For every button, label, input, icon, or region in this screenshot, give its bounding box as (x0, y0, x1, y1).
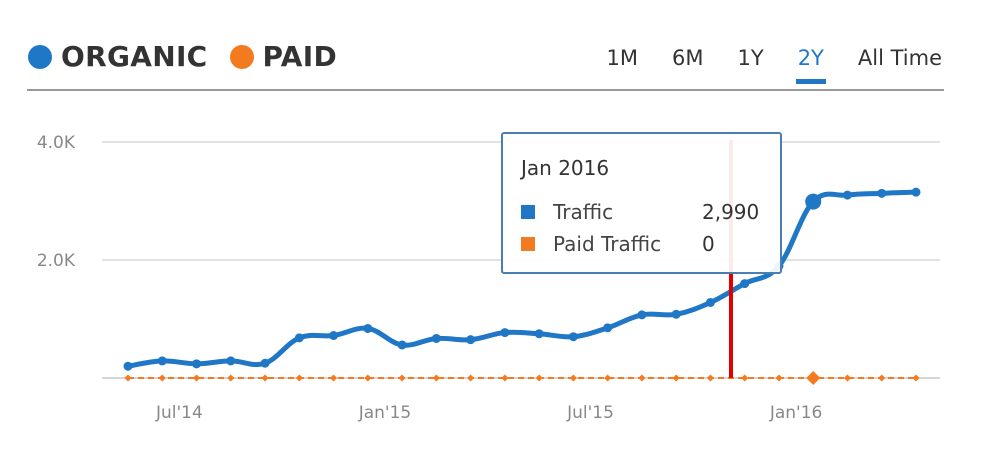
legend-label-paid: PAID (262, 40, 338, 73)
paid-data-point (295, 374, 303, 382)
organic-data-point (192, 359, 202, 369)
x-tick-label: Jul'15 (566, 403, 614, 423)
paid-data-point (672, 374, 680, 382)
tooltip-label-traffic: Traffic (553, 200, 614, 224)
tab-1m[interactable]: 1M (606, 46, 638, 70)
tooltip-row-traffic: Traffic (521, 200, 613, 224)
organic-data-point (637, 310, 647, 320)
organic-data-point (603, 323, 613, 333)
organic-data-point (842, 190, 852, 200)
paid-data-point (501, 374, 509, 382)
paid-data-point (158, 374, 166, 382)
header-divider (27, 89, 944, 91)
paid-data-point (193, 374, 201, 382)
tab-all-time[interactable]: All Time (857, 46, 942, 70)
organic-data-point (805, 193, 822, 210)
organic-data-point (226, 356, 236, 366)
paid-data-point (741, 374, 749, 382)
tooltip-value-paid-traffic: 0 (702, 232, 715, 256)
paid-data-point (124, 374, 132, 382)
organic-data-point (294, 333, 304, 343)
paid-data-point (638, 374, 646, 382)
organic-data-point (260, 358, 270, 368)
tooltip-label-paid-traffic: Paid Traffic (553, 232, 662, 256)
paid-data-point (569, 374, 577, 382)
legend-label-organic: ORGANIC (61, 40, 208, 73)
paid-data-point (806, 371, 821, 385)
organic-data-point (363, 323, 373, 333)
traffic-swatch-icon (521, 205, 535, 219)
paid-data-point (432, 374, 440, 382)
tab-6m[interactable]: 6M (672, 46, 704, 70)
chart-legend: ORGANIC PAID (28, 40, 359, 73)
paid-data-point (398, 374, 406, 382)
legend-item-paid[interactable]: PAID (229, 40, 338, 73)
paid-data-point (775, 374, 783, 382)
chart-tooltip: Jan 2016 Traffic 2,990 Paid Traffic 0 (501, 132, 782, 274)
x-tick-label: Jan'15 (358, 403, 412, 423)
organic-data-point (911, 187, 921, 197)
y-tick-label: 2.0K (37, 251, 76, 271)
organic-dot-icon (28, 44, 52, 69)
organic-data-point (397, 340, 407, 350)
organic-data-point (500, 328, 510, 338)
x-tick-label: Jan'16 (769, 403, 823, 423)
tooltip-title: Jan 2016 (521, 156, 610, 180)
paid-traffic-swatch-icon (521, 237, 535, 251)
x-tick-label: Jul'14 (155, 403, 203, 423)
paid-data-point (467, 374, 475, 382)
tab-1y[interactable]: 1Y (737, 46, 764, 70)
organic-data-point (329, 331, 339, 341)
paid-data-point (706, 374, 714, 382)
paid-data-point (227, 374, 235, 382)
tab-2y[interactable]: 2Y (795, 46, 827, 84)
paid-data-point (330, 374, 338, 382)
organic-data-point (534, 329, 544, 339)
organic-data-point (705, 297, 715, 307)
y-tick-label: 4.0K (37, 133, 76, 153)
organic-data-point (123, 361, 133, 371)
organic-data-point (431, 333, 441, 343)
tooltip-value-traffic: 2,990 (702, 200, 760, 224)
paid-data-point (604, 374, 612, 382)
paid-data-point (535, 374, 543, 382)
organic-data-point (877, 188, 887, 198)
organic-data-point (671, 309, 681, 319)
organic-data-point (157, 356, 167, 366)
tooltip-row-paid-traffic: Paid Traffic (521, 232, 661, 256)
time-range-tabs: 1M 6M 1Y 2Y All Time (573, 46, 942, 84)
paid-data-point (878, 374, 886, 382)
paid-data-point (912, 374, 920, 382)
paid-dot-icon (229, 44, 254, 69)
organic-data-point (466, 335, 476, 345)
organic-data-point (568, 332, 578, 342)
legend-item-organic[interactable]: ORGANIC (28, 40, 208, 73)
paid-data-point (364, 374, 372, 382)
organic-data-point (740, 279, 750, 289)
paid-data-point (261, 374, 269, 382)
paid-data-point (843, 374, 851, 382)
